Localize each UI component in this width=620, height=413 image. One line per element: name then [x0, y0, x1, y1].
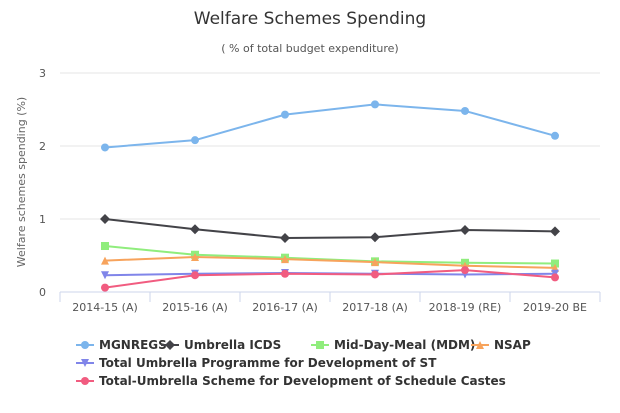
data-point: [280, 232, 290, 243]
series-line-1: [104, 218, 556, 239]
data-point: [551, 131, 559, 140]
data-point: [281, 110, 289, 119]
x-tick-label: 2018-19 (RE): [429, 301, 502, 314]
data-point: [101, 242, 109, 251]
chart-title: Welfare Schemes Spending: [194, 9, 426, 29]
data-point: [460, 224, 470, 235]
data-point: [461, 266, 469, 275]
legend-marker: [81, 377, 89, 385]
legend-marker: [476, 341, 484, 349]
data-point: [101, 143, 109, 152]
plot-area: 0 1 2 3 2014-15 (A) 2015-16 (A) 2016-17 (A) 201…: [39, 67, 601, 314]
y-tick-label: 3: [39, 67, 46, 80]
legend-item-label: Total-Umbrella Scheme for Development of…: [99, 374, 506, 388]
series-line-3: [104, 255, 556, 269]
data-point: [371, 100, 379, 109]
data-point: [551, 259, 559, 268]
legend-item-label: Umbrella ICDS: [184, 338, 281, 352]
data-point: [281, 269, 289, 278]
y-tick-label: 1: [39, 213, 46, 226]
legend-marker: [81, 359, 89, 367]
series-line-0: [104, 103, 556, 149]
y-tick-label: 2: [39, 140, 46, 153]
legend-item-label: Total Umbrella Programme for Development…: [99, 356, 437, 370]
data-point: [101, 256, 109, 265]
y-tick-label: 0: [39, 286, 46, 299]
data-point: [371, 258, 379, 267]
x-tick-label: 2016-17 (A): [252, 301, 318, 314]
data-point: [101, 283, 109, 292]
chart-subtitle: ( % of total budget expenditure): [221, 42, 398, 55]
data-point: [101, 271, 109, 280]
x-tick-label: 2015-16 (A): [162, 301, 228, 314]
data-point: [100, 214, 110, 224]
series-line-5: [104, 269, 556, 289]
data-point: [370, 232, 380, 243]
y-axis-label: Welfare schemes spending (%): [15, 97, 28, 267]
legend-item-label: NSAP: [494, 338, 531, 352]
data-point: [371, 270, 379, 279]
legend-marker: [81, 341, 89, 349]
data-point: [191, 271, 199, 280]
legend-item-label: Mid-Day-Meal (MDM): [334, 338, 475, 352]
data-point: [191, 252, 199, 261]
legend-item-label: MGNREGS: [99, 338, 167, 352]
x-tick-label: 2019-20 BE: [523, 301, 587, 314]
legend-marker: [316, 341, 324, 349]
series-line-2: [104, 245, 556, 265]
data-point: [550, 226, 560, 237]
legend: MGNREGS Umbrella ICDS Mid-Day-Meal (MDM) NS…: [76, 338, 531, 388]
legend-marker: [165, 340, 175, 350]
data-point: [281, 255, 289, 264]
x-tick-label: 2014-15 (A): [72, 301, 138, 314]
data-point: [191, 136, 199, 145]
data-point: [461, 106, 469, 115]
data-point: [190, 224, 200, 235]
x-tick-label: 2017-18 (A): [342, 301, 408, 314]
data-point: [551, 273, 559, 282]
